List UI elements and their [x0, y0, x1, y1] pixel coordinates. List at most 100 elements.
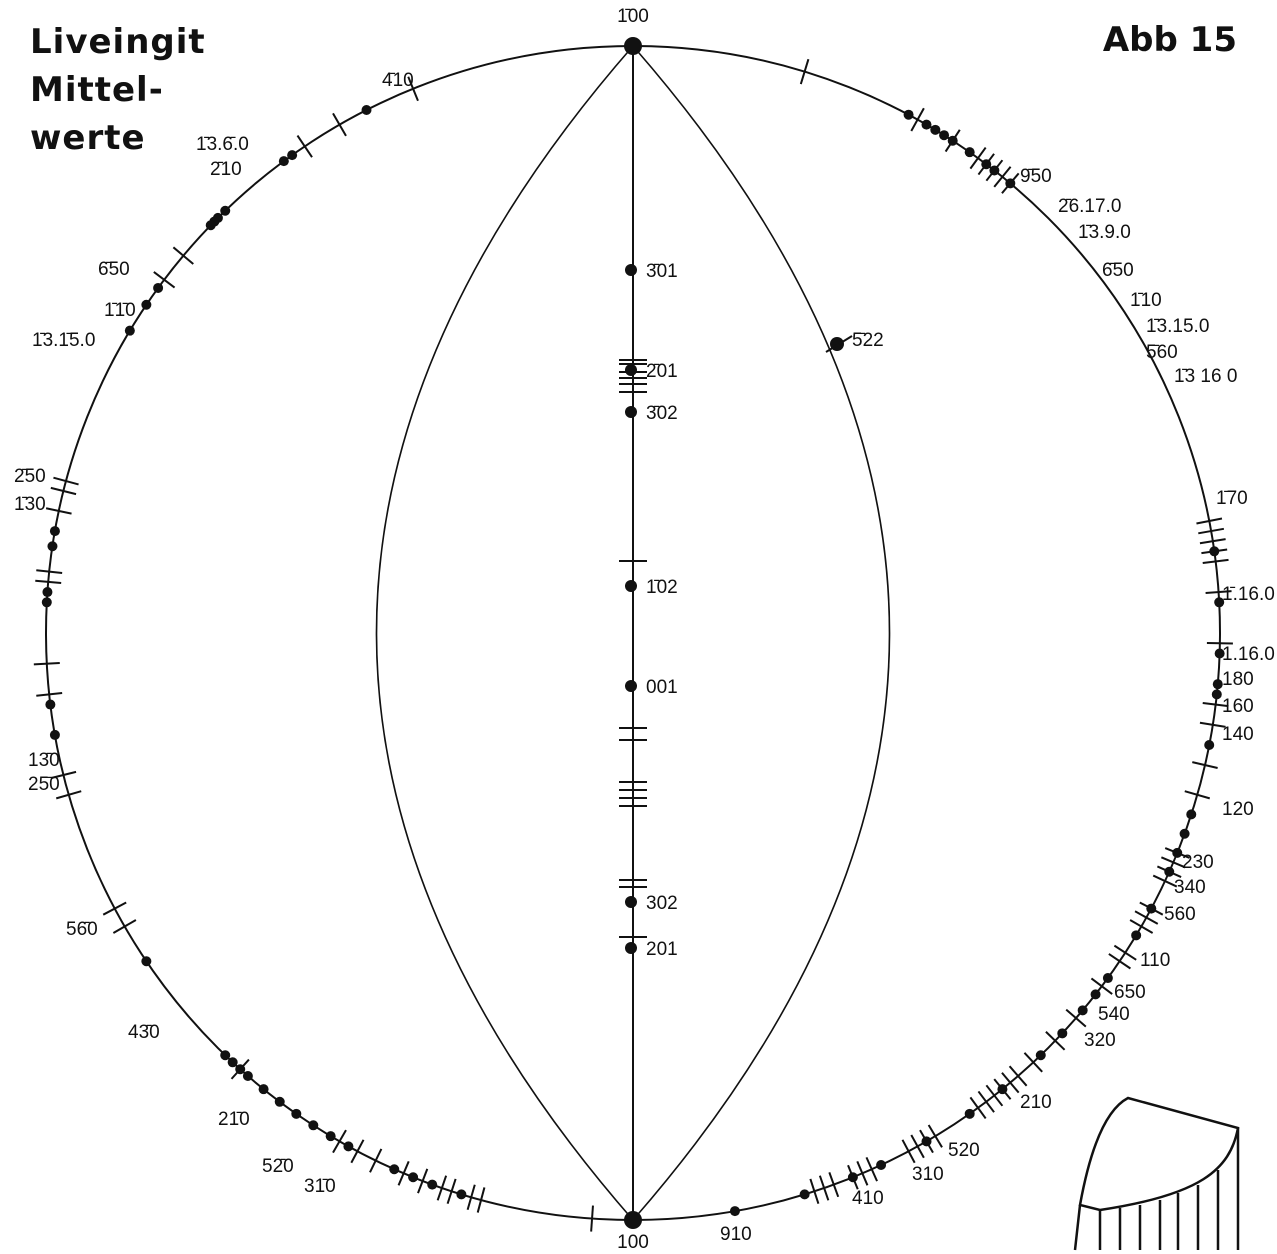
- rim-pole-dot: [456, 1189, 467, 1200]
- rim-pole-dot: [1057, 1028, 1068, 1039]
- center-face-label: 3̄01: [646, 261, 678, 282]
- rim-tick: [1164, 847, 1190, 859]
- rim-tick: [36, 569, 63, 574]
- rim-face-label-left: 4̄10: [382, 70, 414, 91]
- rim-face-label-right: 180: [1222, 669, 1254, 690]
- rim-face-label-right: 1̄3.9.0: [1078, 222, 1131, 243]
- rim-tick: [102, 901, 127, 916]
- rim-tick: [828, 1172, 840, 1198]
- rim-face-label-right: 230: [1182, 852, 1214, 873]
- title-line-1: Liveingit: [30, 22, 206, 62]
- rim-pole-dot: [141, 299, 152, 310]
- rim-tick: [993, 1078, 1012, 1100]
- center-face-label: 2̄01: [646, 361, 678, 382]
- rim-pole-dot: [1090, 989, 1101, 1000]
- rim-pole-dot: [291, 1108, 302, 1119]
- center-pole-dot: [625, 406, 637, 418]
- rim-face-label-left: 1̄1̄0: [104, 300, 136, 321]
- rim-pole-dot: [42, 587, 53, 598]
- rim-pole-dot: [1102, 973, 1113, 984]
- rim-tick: [1090, 977, 1113, 995]
- center-face-label: 201: [646, 939, 678, 960]
- rim-pole-dot: [49, 729, 60, 740]
- rim-face-label-left: 13̄0: [28, 750, 60, 771]
- rim-face-label-right: 340: [1174, 877, 1206, 898]
- rim-tick: [1184, 790, 1211, 800]
- projection-marks: [33, 58, 1233, 1232]
- rim-tick: [985, 159, 1004, 182]
- diagram-title: Liveingit Mittel- werte: [30, 18, 206, 162]
- rim-face-label-left: 52̄0: [262, 1156, 294, 1177]
- arc-tick: [825, 335, 853, 353]
- center-face-label: 302: [646, 893, 678, 914]
- rim-tick: [1160, 856, 1186, 869]
- rim-pole-dot: [964, 1108, 975, 1119]
- rim-tick: [369, 1148, 383, 1173]
- rim-pole-dot: [729, 1206, 740, 1217]
- rim-tick: [112, 919, 137, 934]
- rim-tick: [1023, 1052, 1043, 1073]
- center-label-top: 1̄00: [617, 6, 649, 27]
- rim-tick: [1199, 721, 1226, 728]
- rim-tick: [45, 507, 72, 515]
- rim-face-label-right: 560: [1164, 904, 1196, 925]
- rim-tick: [1008, 1065, 1028, 1087]
- rim-tick: [927, 1124, 943, 1148]
- rim-face-label-left: 1̄30: [14, 494, 46, 515]
- center-pole-dot: [625, 942, 637, 954]
- rim-tick: [865, 1156, 878, 1182]
- rim-tick: [230, 1058, 250, 1080]
- rim-tick: [296, 135, 313, 158]
- left-meridian-arc: [375, 45, 634, 1221]
- rim-tick: [590, 1205, 594, 1232]
- rim-tick: [1139, 901, 1164, 916]
- rim-tick: [799, 58, 810, 85]
- rim-pole-dot: [1179, 828, 1190, 839]
- rim-pole-dot: [242, 1071, 253, 1082]
- rim-tick: [969, 1096, 987, 1119]
- pole-bottom: [624, 1211, 642, 1229]
- rim-tick: [1192, 761, 1218, 769]
- rim-face-label-right: 2̄6.17.0: [1058, 196, 1121, 217]
- rim-face-label-left: 6̄50: [98, 259, 130, 280]
- rim-pole-dot: [45, 699, 56, 710]
- rim-face-label-right: 1̄70: [1216, 488, 1248, 509]
- rim-pole-dot: [308, 1120, 319, 1131]
- title-line-2: Mittel-: [30, 70, 164, 110]
- rim-tick: [172, 246, 194, 265]
- rim-tick: [985, 1084, 1004, 1107]
- right-meridian-arc: [632, 45, 891, 1221]
- center-pole-dot: [625, 580, 637, 592]
- rim-tick: [1202, 701, 1229, 708]
- rim-tick: [969, 147, 987, 170]
- rim-face-label-right: 110: [1140, 950, 1170, 971]
- rim-pole-dot: [227, 1057, 238, 1068]
- rim-pole-dot: [343, 1141, 354, 1152]
- pole-top: [624, 37, 642, 55]
- rim-tick: [350, 1139, 365, 1164]
- rim-pole-dot: [205, 220, 216, 231]
- rim-face-label-right: 140: [1222, 724, 1254, 745]
- rim-face-label-left: 1̄3.6̄.0: [196, 134, 249, 155]
- rim-pole-dot: [903, 109, 914, 120]
- center-pole-dot: [625, 896, 637, 908]
- rim-face-label-right: 540: [1098, 1004, 1130, 1025]
- rim-face-label-left: 56̄0: [66, 919, 98, 940]
- rim-tick: [818, 1175, 830, 1201]
- rim-face-label-right: 1̄.16.0: [1222, 584, 1275, 605]
- rim-pole-dot: [47, 541, 58, 552]
- rim-face-label-right: 210: [1020, 1092, 1052, 1113]
- rim-pole-dot: [124, 325, 135, 336]
- rim-face-label-right: 1.16.0: [1222, 644, 1275, 665]
- rim-tick: [332, 1129, 347, 1154]
- rim-tick: [1156, 865, 1182, 878]
- center-face-label: 3̄02: [646, 403, 678, 424]
- rim-tick: [50, 770, 77, 780]
- rim-face-label-left: 43̄0: [128, 1022, 160, 1043]
- rim-tick: [1196, 517, 1223, 525]
- rim-pole-dot: [1214, 597, 1225, 608]
- rim-tick: [1134, 910, 1159, 925]
- rim-tick: [50, 486, 77, 496]
- rim-face-label-left: 2̄50: [14, 466, 46, 487]
- rim-pole-dot: [258, 1084, 269, 1095]
